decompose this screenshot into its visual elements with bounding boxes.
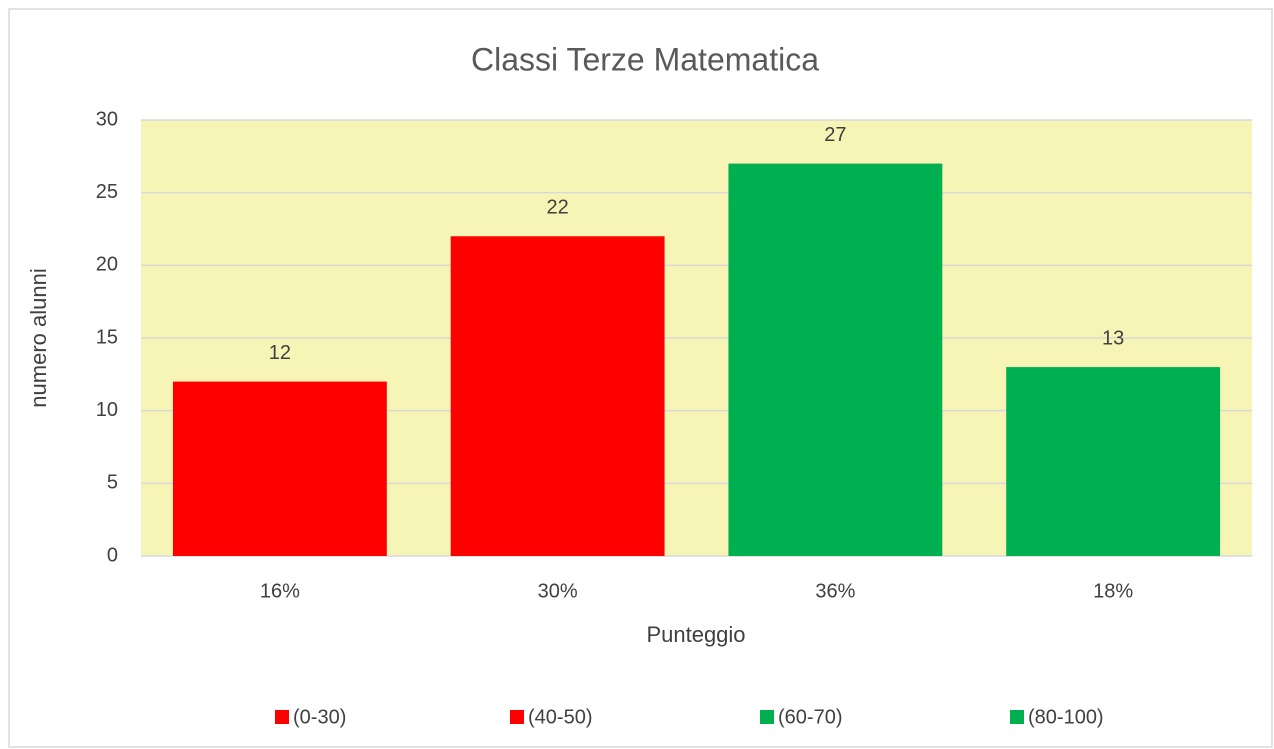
bar <box>1006 367 1221 556</box>
bar <box>450 236 665 556</box>
legend-swatch <box>510 710 524 724</box>
x-tick-label: 36% <box>815 580 855 602</box>
data-label: 13 <box>1102 327 1124 349</box>
data-label: 12 <box>269 342 291 364</box>
x-tick-label: 16% <box>260 580 300 602</box>
legend-swatch <box>275 710 289 724</box>
bar <box>728 163 943 556</box>
legend-label: (80-100) <box>1028 706 1104 728</box>
data-label: 27 <box>824 124 846 146</box>
y-tick-label: 20 <box>96 254 118 276</box>
legend-label: (40-50) <box>528 706 592 728</box>
x-axis-label: Punteggio <box>646 622 745 647</box>
y-axis-label: numero alunni <box>26 268 51 407</box>
y-tick-label: 25 <box>96 181 118 203</box>
chart-title: Classi Terze Matematica <box>471 41 819 77</box>
x-tick-label: 30% <box>538 580 578 602</box>
legend-label: (0-30) <box>293 706 346 728</box>
y-tick-label: 15 <box>96 326 118 348</box>
data-label: 22 <box>547 197 569 219</box>
x-tick-label: 18% <box>1093 580 1133 602</box>
legend-swatch <box>760 710 774 724</box>
bar <box>172 381 387 556</box>
y-tick-label: 0 <box>107 544 118 566</box>
y-tick-label: 10 <box>96 399 118 421</box>
legend-label: (60-70) <box>778 706 842 728</box>
y-tick-label: 30 <box>96 108 118 130</box>
legend-swatch <box>1010 710 1024 724</box>
y-tick-label: 5 <box>107 472 118 494</box>
